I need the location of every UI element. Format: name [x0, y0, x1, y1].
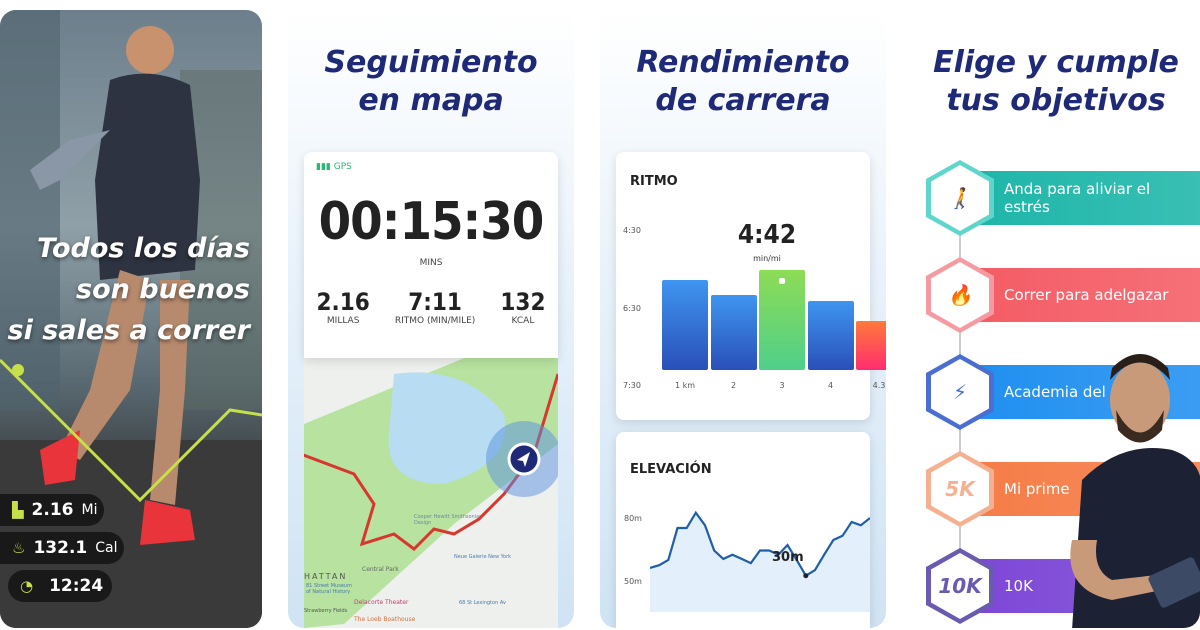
- stat-label: KCAL: [511, 316, 535, 326]
- time-value: 12:24: [49, 576, 104, 596]
- stat-pace: 7:11 RITMO (MIN/MILE): [395, 288, 475, 326]
- route-map[interactable]: HATTAN Central Park Delacorte Theater Th…: [304, 354, 558, 628]
- x-tick: 3: [779, 381, 785, 390]
- pace-chart-card: RITMO 4:42 min/mi 4:30 6:30 7:30 1 km 2 3 4…: [616, 152, 886, 420]
- timer-unit: MINS: [419, 258, 443, 268]
- map-icon: ▙: [12, 501, 24, 519]
- goal-label: Mi prime: [1004, 480, 1070, 498]
- panel-title: Rendimiento de carrera: [636, 45, 850, 118]
- promo-panel-map-tracking: Seguimiento en mapa ▮▮▮ GPS 00:15:30 MIN…: [288, 10, 574, 628]
- x-tick: 4: [827, 381, 834, 390]
- lightning-icon: ⚡: [931, 359, 989, 425]
- y-tick: 80m: [624, 514, 642, 523]
- distance-value: 2.16: [31, 500, 74, 520]
- highlight-pace-unit: min/mi: [753, 254, 781, 263]
- highlight-pace: 4:42: [737, 220, 797, 250]
- goal-label: Anda para aliviar el estrés: [1004, 180, 1151, 216]
- panel-title: Seguimiento en mapa: [324, 45, 538, 118]
- y-tick: 4:30: [623, 226, 641, 235]
- runner-photo: [0, 10, 262, 628]
- calories-value: 132.1: [33, 538, 88, 558]
- map-label: 81 Street Museum of Natural History: [306, 583, 352, 595]
- stat-value: 132: [500, 288, 546, 316]
- map-label: Central Park: [362, 566, 399, 573]
- map-label: Neue Galerie New York: [454, 554, 512, 560]
- stat-label: RITMO (MIN/MILE): [394, 316, 476, 326]
- stat-value: 2.16: [316, 288, 370, 316]
- y-tick: 6:30: [623, 304, 641, 313]
- elevation-line-chart: [650, 510, 870, 612]
- map-label: HATTAN: [304, 572, 348, 581]
- map-label: The Loeb Boathouse: [354, 616, 416, 623]
- elevation-area: [650, 512, 870, 612]
- goal-label: 10K: [1004, 577, 1033, 595]
- calories-unit: Cal: [95, 540, 118, 556]
- elevation-chart-card: ELEVACIÓN 80m 50m 30m: [616, 432, 870, 628]
- map-label: Delacorte Theater: [354, 599, 409, 606]
- pace-bar-marker: [779, 277, 785, 284]
- workout-summary-card: ▮▮▮ GPS 00:15:30 MINS 2.16 MILLAS 7:11 RIT…: [304, 152, 558, 358]
- flame-icon: ♨: [12, 539, 26, 557]
- elevation-title: ELEVACIÓN: [630, 462, 712, 477]
- stat-distance: 2.16 MILLAS: [317, 288, 370, 326]
- speedometer-icon: ◔: [20, 577, 34, 595]
- panel-title: Elige y cumple tus objetivos: [933, 45, 1179, 118]
- elevation-line: [650, 510, 870, 578]
- distance-unit: Mi: [81, 502, 98, 518]
- trainer-photo: [1070, 354, 1200, 628]
- headline: Todos los días son buenos si sales a cor…: [7, 233, 251, 346]
- goal-badge: 10K: [926, 548, 994, 624]
- stat-value: 7:11: [408, 288, 462, 316]
- flame-icon: 🔥: [931, 262, 989, 328]
- gps-signal-icon: ▮▮▮: [316, 162, 331, 172]
- elevation-marker: [803, 573, 809, 579]
- pace-title: RITMO: [630, 174, 678, 189]
- x-tick: 4.3: [872, 381, 886, 390]
- time-stat: ◔ 12:24: [8, 570, 112, 602]
- map-graphics: [304, 354, 558, 628]
- x-tick: 1 km: [674, 381, 696, 390]
- gps-indicator: ▮▮▮ GPS: [316, 162, 352, 172]
- stat-label: MILLAS: [326, 316, 360, 326]
- goal-label: Academia del ri: [1004, 383, 1121, 401]
- pace-bar[interactable]: [856, 321, 886, 370]
- promo-panel-goals: Elige y cumple tus objetivos Anda para a…: [912, 10, 1200, 628]
- stat-calories: 132 KCAL: [500, 288, 545, 326]
- promo-panel-performance: Rendimiento de carrera RITMO 4:42 min/mi…: [600, 10, 886, 628]
- 10k-badge-icon: 10K: [931, 553, 989, 619]
- pace-bar[interactable]: [807, 301, 854, 370]
- distance-stat: ▙ 2.16 Mi: [0, 494, 104, 526]
- gps-label: GPS: [333, 162, 352, 172]
- x-tick: 2: [730, 381, 737, 390]
- y-tick: 50m: [624, 577, 642, 586]
- 5k-badge-icon: 5K: [931, 456, 989, 522]
- map-label: 68 St Lexington Av: [459, 600, 506, 606]
- pace-bar[interactable]: [759, 269, 805, 370]
- pace-bars: 1 km 2 3 4 4.3: [646, 238, 886, 394]
- map-label: Strawberry Fields: [304, 608, 348, 614]
- elevation-annotation: 30m: [772, 550, 804, 565]
- goal-label: Correr para adelgazar: [1004, 286, 1169, 304]
- elapsed-timer: 00:15:30: [318, 192, 545, 252]
- pace-bar[interactable]: [710, 294, 757, 370]
- map-label: Cooper Hewitt Smithsonian Design: [414, 514, 483, 526]
- walking-person-icon: 🚶: [931, 165, 989, 231]
- stats-row: 2.16 MILLAS 7:11 RITMO (MIN/MILE) 132 KCAL: [304, 288, 558, 326]
- y-tick: 7:30: [623, 381, 641, 390]
- promo-panel-daily-running: Todos los días son buenos si sales a cor…: [0, 10, 262, 628]
- pace-bar[interactable]: [662, 280, 708, 370]
- calories-stat: ♨ 132.1 Cal: [0, 532, 124, 564]
